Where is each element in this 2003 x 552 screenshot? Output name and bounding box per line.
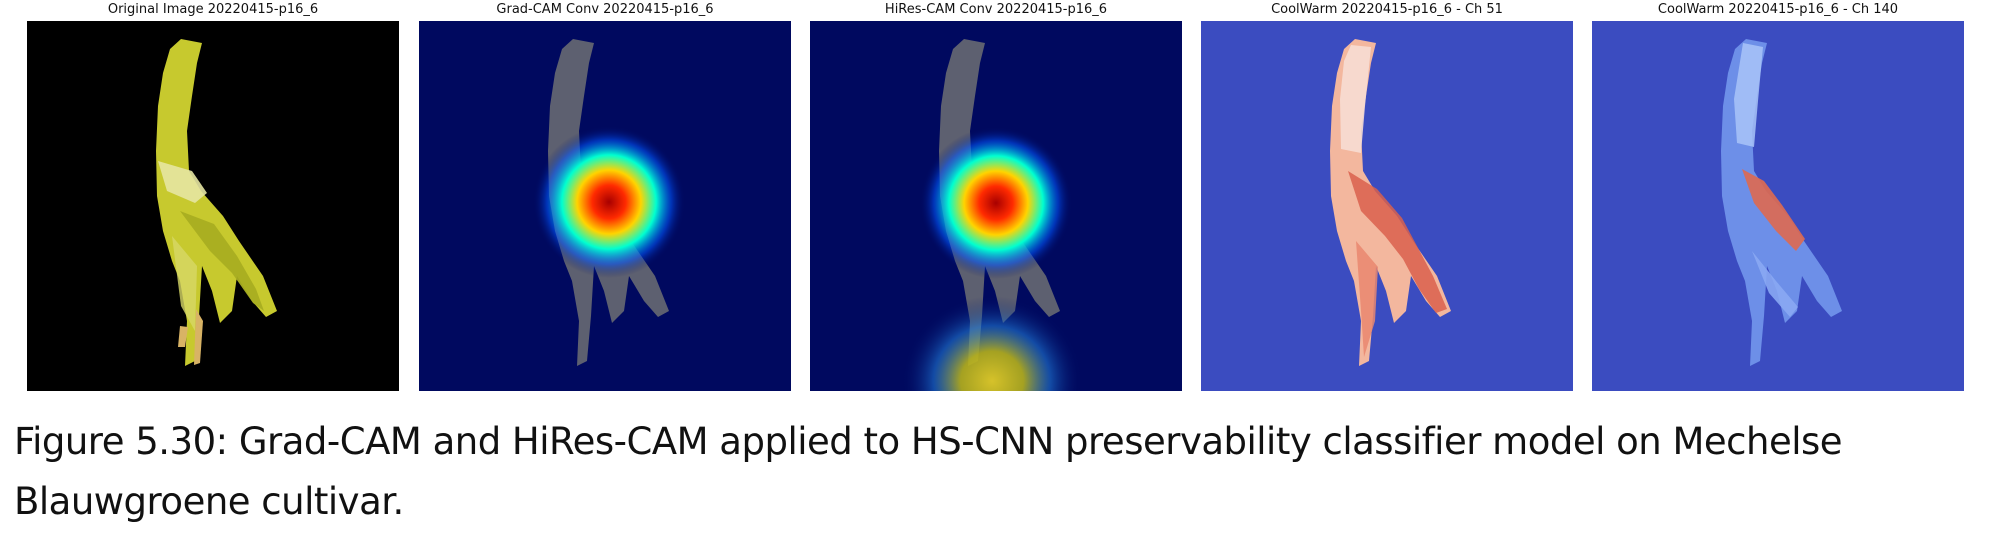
panel-grad-cam: Grad-CAM Conv 20220415-p16_6 [419,0,791,395]
panel-original-image: Original Image 20220415-p16_6 [27,0,399,395]
coolwarm-ch140-image [1592,21,1964,391]
panel-coolwarm-ch51: CoolWarm 20220415-p16_6 - Ch 51 [1201,0,1573,395]
panel-title: CoolWarm 20220415-p16_6 - Ch 51 [1271,2,1503,17]
panel-title: Original Image 20220415-p16_6 [107,2,319,17]
figure-caption: Figure 5.30: Grad-CAM and HiRes-CAM appl… [14,420,1843,523]
original-leaf-image [27,21,399,391]
grad-cam-heatmap [419,21,791,391]
hires-cam-heatmap [810,21,1182,391]
panel-coolwarm-ch140: CoolWarm 20220415-p16_6 - Ch 140 [1592,0,1964,395]
panel-title: HiRes-CAM Conv 20220415-p16_6 [884,2,1108,17]
panel-hires-cam: HiRes-CAM Conv 20220415-p16_6 [810,0,1182,395]
panel-title: CoolWarm 20220415-p16_6 - Ch 140 [1657,2,1899,17]
panel-title: Grad-CAM Conv 20220415-p16_6 [496,2,714,17]
figure-panels: Original Image 20220415-p16_6 Grad-CAM C… [27,0,1964,395]
coolwarm-ch51-image [1201,21,1573,391]
